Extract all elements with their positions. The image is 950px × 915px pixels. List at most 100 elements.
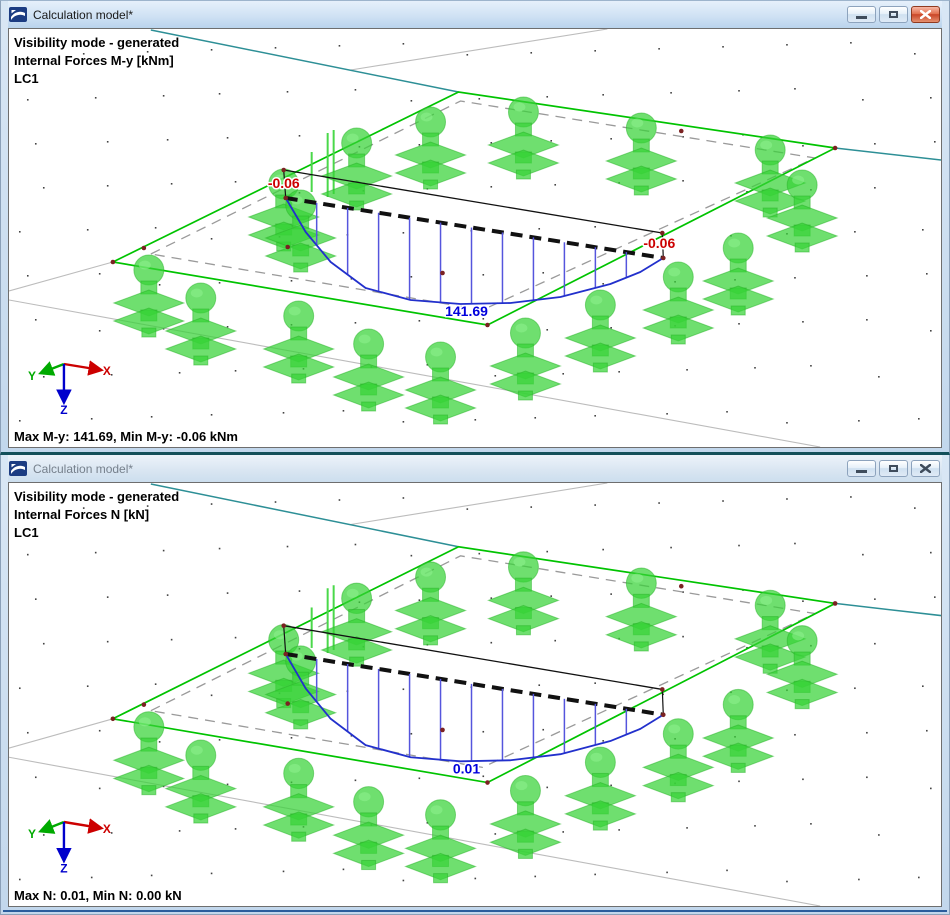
header-line-mode: Visibility mode - generated [14,35,180,50]
header-line-result: Internal Forces M-y [kNm] [14,53,174,68]
restore-icon [889,465,898,472]
nodal-support-icon[interactable] [641,261,715,345]
y-axis-icon [38,819,65,834]
diagram-hatch [315,202,628,304]
nodal-support-icon[interactable] [641,718,715,803]
axis-label-x: X [103,364,111,378]
title-bar[interactable]: Calculation model* [8,455,942,482]
nodal-supports [112,551,839,884]
close-icon [920,10,931,19]
restore-icon [889,11,898,18]
view-header: Visibility mode - generated Internal For… [14,34,179,88]
window-title: Calculation model* [33,7,134,22]
window-title: Calculation model* [33,461,134,476]
app-icon[interactable] [9,7,27,22]
scene-canvas[interactable]: 0.01 X Y Z [9,483,941,906]
nodal-support-icon[interactable] [604,112,678,196]
view-header: Visibility mode - generated Internal For… [14,488,179,542]
diagram-hatch [315,659,628,762]
nodal-support-icon[interactable] [332,786,406,871]
beam-member[interactable] [283,625,664,717]
minimize-icon [856,16,867,19]
nodal-support-icon[interactable] [489,774,562,859]
node-dots [110,128,838,328]
nodal-support-icon[interactable] [262,757,336,842]
nodal-support-icon[interactable] [262,300,336,384]
surface-edge-line [835,602,941,617]
minimize-button[interactable] [847,6,876,23]
nodal-support-icon[interactable] [701,232,775,316]
restore-button[interactable] [879,460,908,477]
x-axis-icon [63,360,104,376]
nodal-support-icon[interactable] [733,134,807,218]
header-line-loadcase: LC1 [14,525,39,540]
viewport-3d[interactable]: -0.06 -0.06 141.69 X Y Z Visibility mode - ge… [8,28,942,448]
value-label-end-left: -0.06 [268,175,300,191]
axis-label-x: X [103,822,111,836]
scene-canvas[interactable]: -0.06 -0.06 141.69 X Y Z [9,29,941,447]
nodal-support-icon[interactable] [604,567,678,652]
nodal-support-icon[interactable] [112,254,186,338]
surface-edge-line [150,483,459,548]
node-dots [110,583,838,785]
close-icon [920,464,931,473]
y-axis-icon [38,361,65,376]
nodal-support-icon[interactable] [164,739,238,824]
nodal-support-icon[interactable] [701,688,775,773]
axis-label-z: Z [60,403,67,417]
nodal-support-icon[interactable] [332,328,406,412]
nodal-support-icon[interactable] [487,551,560,636]
beam-member[interactable] [283,169,664,260]
header-line-loadcase: LC1 [14,71,39,86]
beam-axis-dashed [285,196,664,260]
window-controls [847,6,940,23]
nodal-support-icon[interactable] [563,746,637,831]
app-logo-icon [9,461,27,476]
axis-triad: X Y Z [28,360,111,417]
close-button[interactable] [911,6,940,23]
beam-axis-dashed [285,652,664,717]
nodal-supports [112,96,839,425]
result-summary: Max N: 0.01, Min N: 0.00 kN [14,888,182,903]
nodal-support-icon[interactable] [320,127,394,211]
header-line-mode: Visibility mode - generated [14,489,180,504]
nodal-support-icon[interactable] [489,317,562,401]
nodal-support-icon[interactable] [112,711,186,796]
axis-label-y: Y [28,827,36,841]
nodal-support-icon[interactable] [320,582,394,667]
result-summary: Max M-y: 141.69, Min M-y: -0.06 kNm [14,429,238,444]
header-line-result: Internal Forces N [kN] [14,507,150,522]
app-logo-icon [9,7,27,22]
nodal-support-icon[interactable] [765,625,839,710]
close-button[interactable] [911,460,940,477]
value-label-max: 0.01 [453,760,480,776]
surface-edge-line [835,147,941,161]
minimize-button[interactable] [847,460,876,477]
minimize-icon [856,470,867,473]
nodal-support-icon[interactable] [487,96,560,180]
title-bar[interactable]: Calculation model* [8,1,942,28]
grid-dots [18,496,936,883]
value-label-max: 141.69 [445,303,488,319]
internal-force-diagram-curve [284,197,664,305]
nodal-support-icon[interactable] [404,799,477,884]
nodal-support-icon[interactable] [264,189,338,273]
nodal-support-icon[interactable] [394,561,467,646]
nodal-support-icon[interactable] [164,282,238,366]
nodal-support-icon[interactable] [404,341,477,425]
axis-label-z: Z [60,862,68,876]
restore-button[interactable] [879,6,908,23]
viewport-3d[interactable]: 0.01 X Y Z Visibility mode - generated Inte… [8,482,942,907]
window-internal-forces-my: Calculation model* -0.06 -0.06 141.69 X Y Z V… [0,0,950,455]
internal-force-diagram-curve [284,653,664,763]
window-internal-forces-n: Calculation model* 0.01 X Y Z Visibility mo… [0,455,950,915]
x-axis-icon [63,818,104,834]
value-label-end-right: -0.06 [643,235,675,251]
nodal-support-icon[interactable] [563,289,637,373]
nodal-support-icon[interactable] [394,106,467,190]
window-controls [847,460,940,477]
axis-label-y: Y [28,369,36,383]
axis-triad: X Y Z [28,818,111,876]
app-icon[interactable] [9,461,27,476]
nodal-support-icon[interactable] [765,169,839,253]
